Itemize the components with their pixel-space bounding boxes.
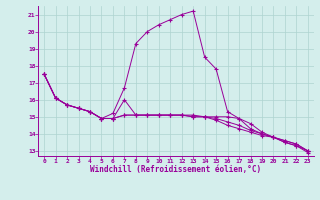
X-axis label: Windchill (Refroidissement éolien,°C): Windchill (Refroidissement éolien,°C)	[91, 165, 261, 174]
